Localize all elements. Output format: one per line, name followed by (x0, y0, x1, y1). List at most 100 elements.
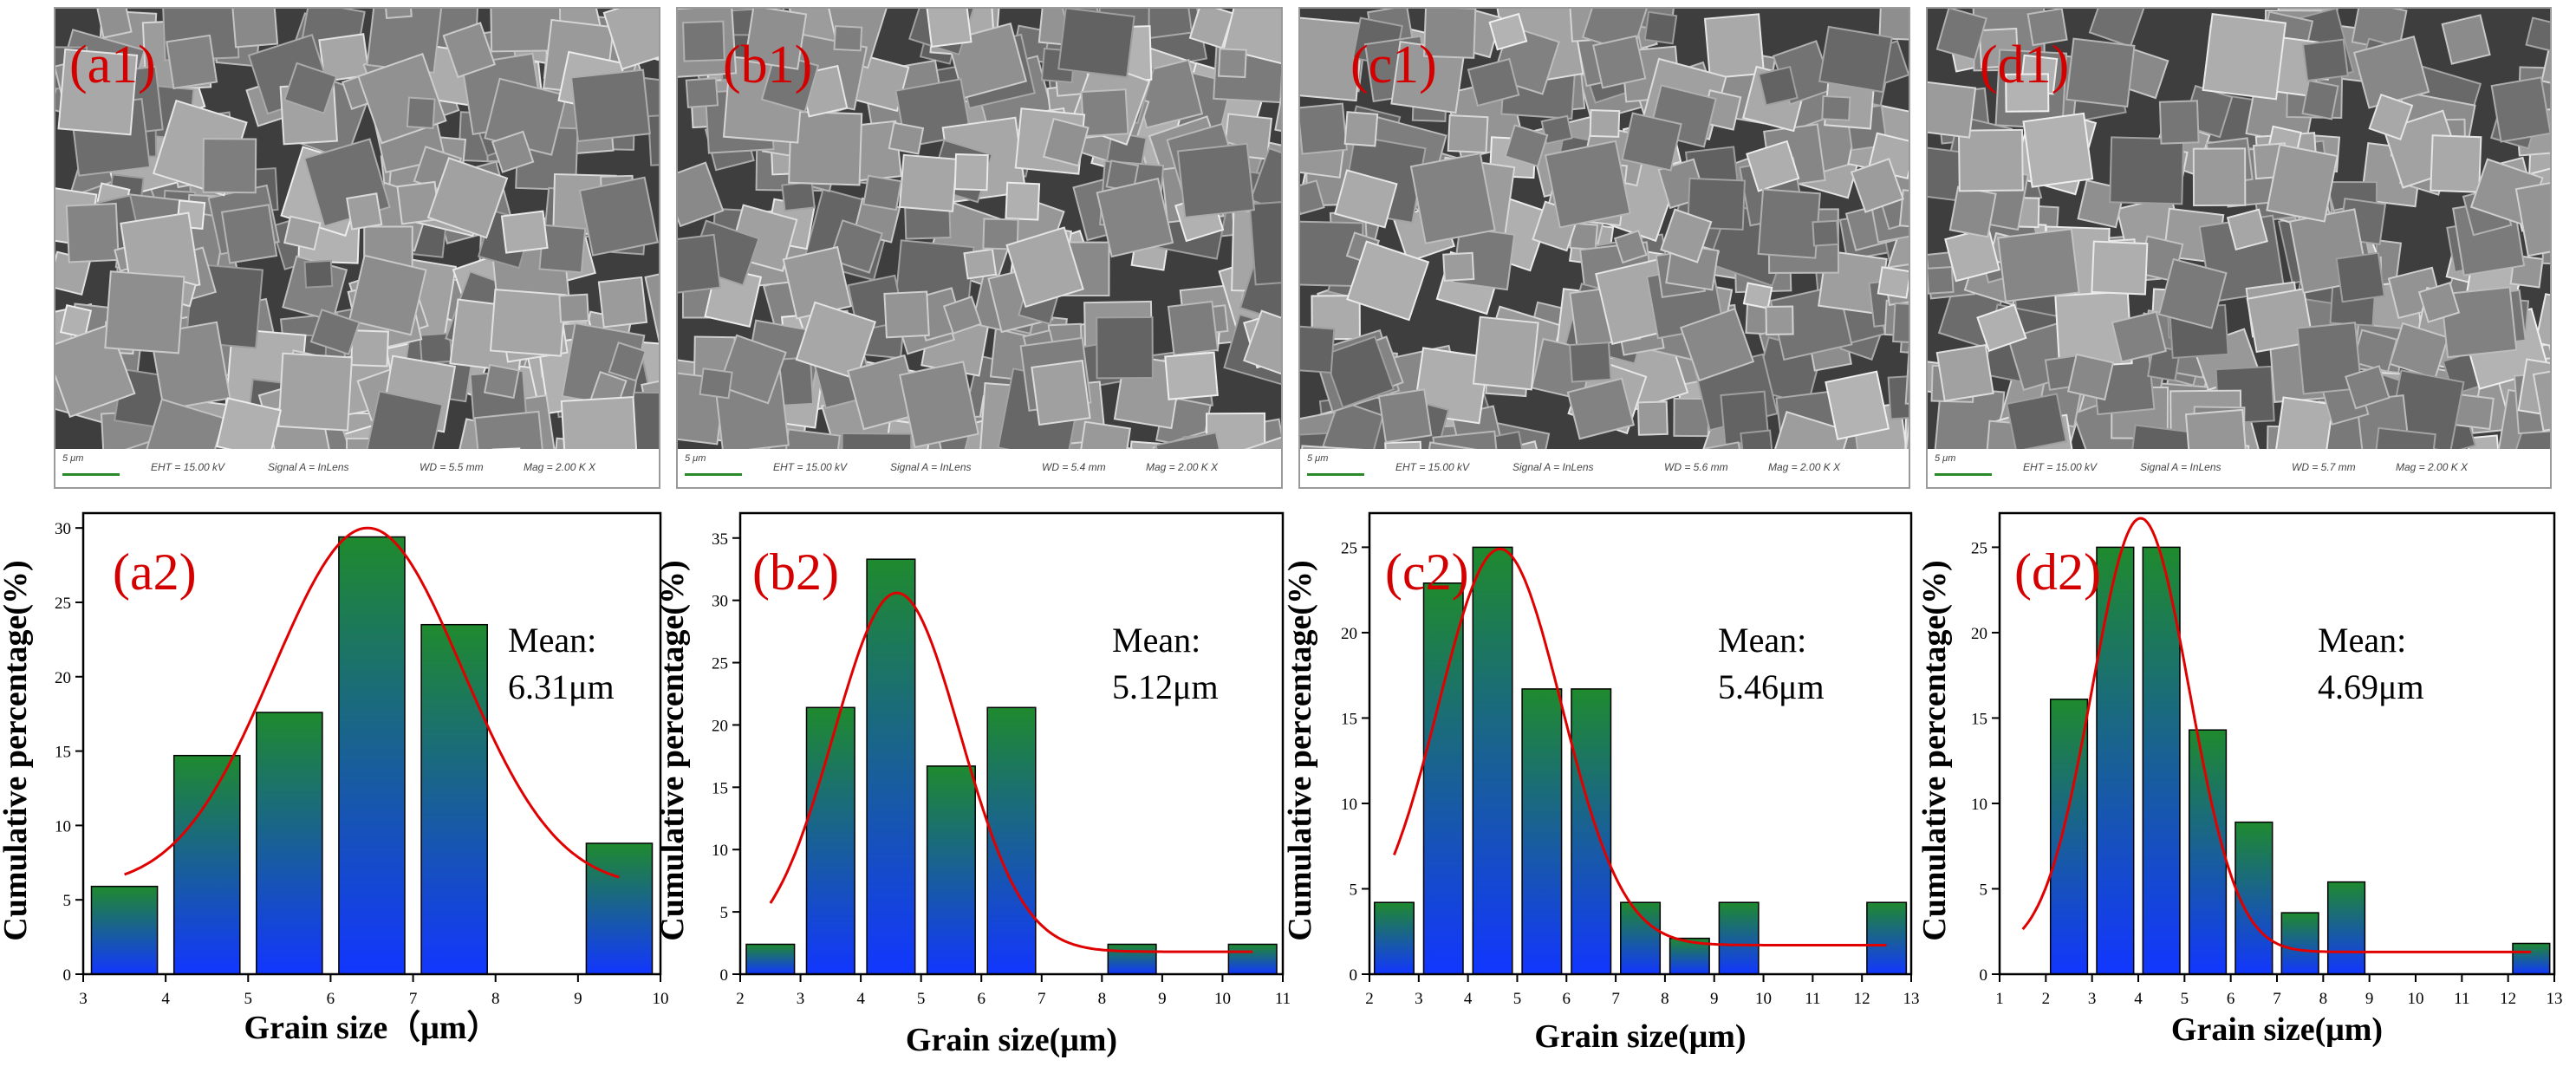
x-tick-label: 9 (574, 990, 582, 1008)
x-tick-label: 9 (2365, 990, 2374, 1008)
crystal-grain (1704, 441, 1747, 449)
x-tick-label: 10 (2408, 990, 2424, 1008)
crystal-grain (2335, 251, 2385, 303)
x-tick-label: 9 (1710, 990, 1719, 1008)
crystal-grain (781, 428, 841, 449)
x-tick-label: 13 (2547, 990, 2563, 1008)
panel-label: (d2) (2014, 543, 2101, 601)
crystal-grain (1643, 10, 1678, 45)
sem-data-bar: 5 μm EHT = 15.00 kV Signal A = InLens WD… (55, 449, 659, 487)
crystal-grain (1898, 189, 1909, 230)
crystal-grain (1850, 158, 1904, 213)
sem-panel-d1: (d1) 5 μm EHT = 15.00 kV Signal A = InLe… (1926, 7, 2552, 489)
crystal-grain (2066, 353, 2115, 401)
crystal-grain (1757, 65, 1799, 107)
x-axis-label: Grain size（μm） (244, 1010, 500, 1046)
crystal-grain (426, 157, 509, 239)
crystal-grain (277, 352, 354, 432)
histogram-bar (1227, 943, 1278, 975)
y-tick-label: 15 (1341, 710, 1357, 728)
histogram-bar (1718, 901, 1760, 975)
crystal-grain (1005, 181, 1041, 221)
crystal-grain (560, 395, 639, 449)
crystal-grain (1746, 140, 1800, 192)
y-tick-label: 25 (55, 595, 71, 613)
x-tick-label: 9 (1158, 990, 1167, 1008)
mag-value: Mag = 2.00 K X (1768, 461, 1841, 473)
crystal-grain (1687, 177, 1746, 231)
mean-label: Mean: (1112, 621, 1200, 660)
x-tick-label: 2 (736, 990, 745, 1008)
crystal-grain (1031, 360, 1091, 426)
crystal-grain (1904, 405, 1909, 449)
wd-value: WD = 5.7 mm (2292, 461, 2356, 473)
histogram-bar (1422, 582, 1464, 975)
histogram-bar (2326, 881, 2366, 975)
crystal-grain (1343, 111, 1379, 147)
crystal-grain (570, 68, 651, 143)
crystal-grain (2490, 76, 2550, 143)
crystal-grain (1892, 302, 1909, 345)
histogram-bar (1866, 901, 1908, 975)
crystal-grain (2006, 393, 2067, 449)
y-tick-label: 35 (712, 530, 728, 549)
x-tick-label: 11 (1805, 990, 1820, 1008)
x-tick-label: 12 (1854, 990, 1870, 1008)
mag-value: Mag = 2.00 K X (524, 461, 596, 473)
mean-value: 5.12μm (1112, 667, 1219, 706)
y-tick-label: 30 (55, 520, 71, 538)
crystal-grain (2430, 134, 2482, 193)
crystal-grain (442, 22, 497, 79)
x-tick-label: 7 (1038, 990, 1046, 1008)
crystal-grain (942, 296, 982, 335)
crystal-grain (2514, 176, 2550, 257)
sem-data-bar: 5 μm EHT = 15.00 kV Signal A = InLens WD… (678, 449, 1281, 487)
crystal-grain (833, 25, 863, 52)
x-tick-label: 7 (409, 990, 418, 1008)
crystal-grain (678, 161, 725, 228)
crystal-grain (1812, 219, 1840, 247)
crystal-grain (2540, 44, 2550, 90)
crystal-grain (1244, 426, 1281, 449)
crystal-grain (1422, 9, 1477, 59)
x-tick-label: 4 (1464, 990, 1473, 1008)
crystal-grain (2368, 93, 2414, 140)
x-tick-label: 6 (2227, 990, 2235, 1008)
crystal-grain (2157, 257, 2228, 329)
y-tick-label: 0 (1350, 966, 1358, 985)
y-tick-label: 10 (1971, 796, 1987, 814)
x-tick-label: 7 (1611, 990, 1620, 1008)
crystal-grain (2417, 282, 2461, 323)
signal-value: Signal A = InLens (2140, 461, 2221, 473)
crystal-grain (925, 9, 973, 48)
x-axis-label: Grain size(μm) (2171, 1011, 2383, 1048)
crystal-grain (1742, 282, 1773, 309)
y-tick-label: 15 (712, 779, 728, 797)
panel-label: (a2) (113, 543, 197, 601)
y-tick-label: 25 (1341, 539, 1357, 557)
x-tick-label: 8 (1098, 990, 1107, 1008)
y-axis-label: Cumulative percentage(%) (654, 560, 691, 940)
panel-label-b1: (b1) (723, 36, 813, 94)
crystal-grain (419, 332, 453, 365)
crystal-grain (2091, 240, 2149, 296)
x-tick-label: 8 (1661, 990, 1669, 1008)
crystal-grain (231, 9, 279, 49)
crystal-grain (795, 301, 876, 380)
crystal-grain (883, 290, 930, 339)
crystal-grain (1384, 440, 1423, 449)
x-tick-label: 7 (2273, 990, 2281, 1008)
crystal-grain (2226, 208, 2268, 251)
crystal-grain (303, 259, 334, 289)
crystal-grain (1997, 228, 2080, 302)
crystal-grain (1878, 9, 1909, 41)
histogram-bar (1107, 943, 1157, 975)
y-tick-label: 0 (720, 966, 729, 985)
x-tick-label: 5 (917, 990, 926, 1008)
scale-bar (62, 473, 120, 476)
crystal-grain (1540, 114, 1573, 145)
y-tick-label: 20 (55, 669, 71, 687)
x-axis-label: Grain size(μm) (1534, 1018, 1746, 1055)
crystal-grain (2371, 426, 2436, 449)
